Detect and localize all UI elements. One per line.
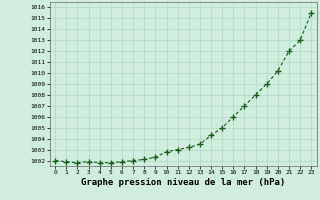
X-axis label: Graphe pression niveau de la mer (hPa): Graphe pression niveau de la mer (hPa) <box>81 178 285 187</box>
